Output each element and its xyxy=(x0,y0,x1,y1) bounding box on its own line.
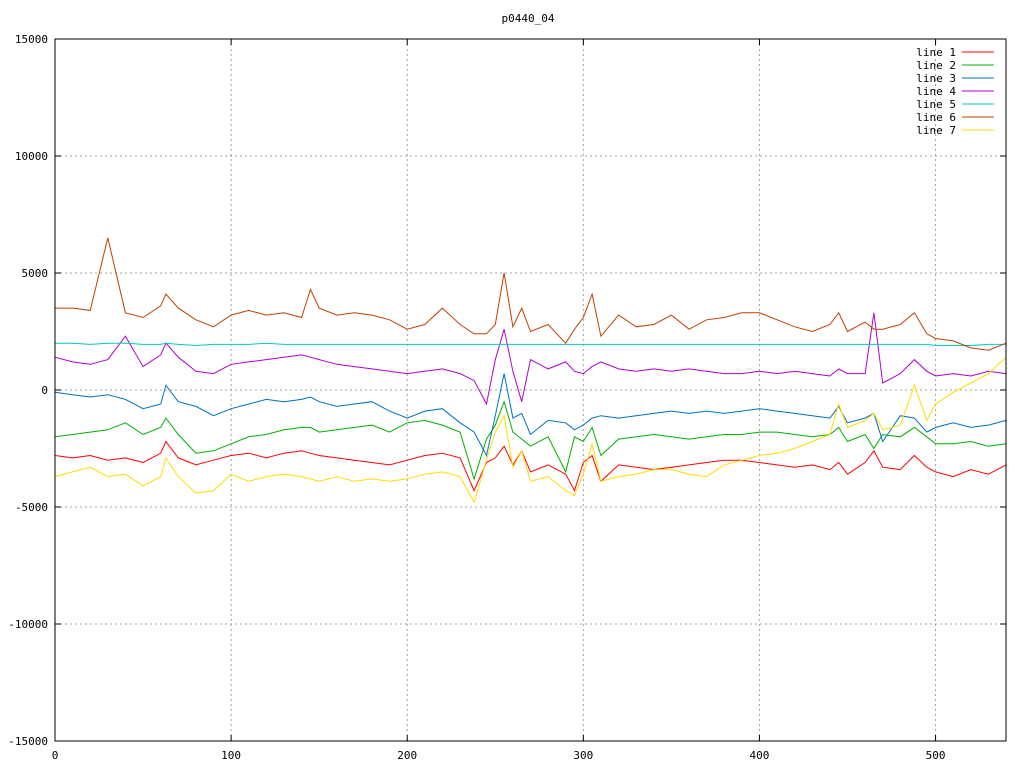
y-tick-label: 5000 xyxy=(22,267,49,280)
x-tick-label: 500 xyxy=(926,749,946,762)
x-tick-label: 100 xyxy=(221,749,241,762)
y-tick-label: 0 xyxy=(41,384,48,397)
y-tick-label: -5000 xyxy=(15,501,48,514)
legend-label-2: line 2 xyxy=(916,59,956,72)
axes: 0 100 200 300 400 500 -15000 -10000 -5000 0 5000 10… xyxy=(8,33,1006,762)
legend-label-5: line 5 xyxy=(916,98,956,111)
x-tick-label: 400 xyxy=(750,749,770,762)
series-line-1 xyxy=(54,440,1007,492)
series-line-3 xyxy=(54,373,1007,457)
x-tick-label: 300 xyxy=(573,749,593,762)
y-tick-label: 15000 xyxy=(15,33,48,46)
series-line-7 xyxy=(54,356,1007,504)
legend-label-7: line 7 xyxy=(916,124,956,137)
x-tick-label: 0 xyxy=(52,749,59,762)
legend-label-1: line 1 xyxy=(916,46,956,59)
series-line-4 xyxy=(54,312,1007,406)
chart-title: p0440_04 xyxy=(502,12,555,25)
y-tick-label: -15000 xyxy=(8,735,48,748)
grid xyxy=(55,39,1006,741)
series-line-5 xyxy=(55,342,1006,347)
series-group xyxy=(54,237,1007,504)
series-line-6 xyxy=(55,237,1007,351)
legend-label-3: line 3 xyxy=(916,72,956,85)
plot-border xyxy=(54,38,1007,742)
legend-label-4: line 4 xyxy=(916,85,956,98)
series-line-2 xyxy=(54,400,1007,481)
legend-label-6: line 6 xyxy=(916,111,956,124)
y-tick-label: 10000 xyxy=(15,150,48,163)
y-tick-label: -10000 xyxy=(8,618,48,631)
x-tick-label: 200 xyxy=(397,749,417,762)
